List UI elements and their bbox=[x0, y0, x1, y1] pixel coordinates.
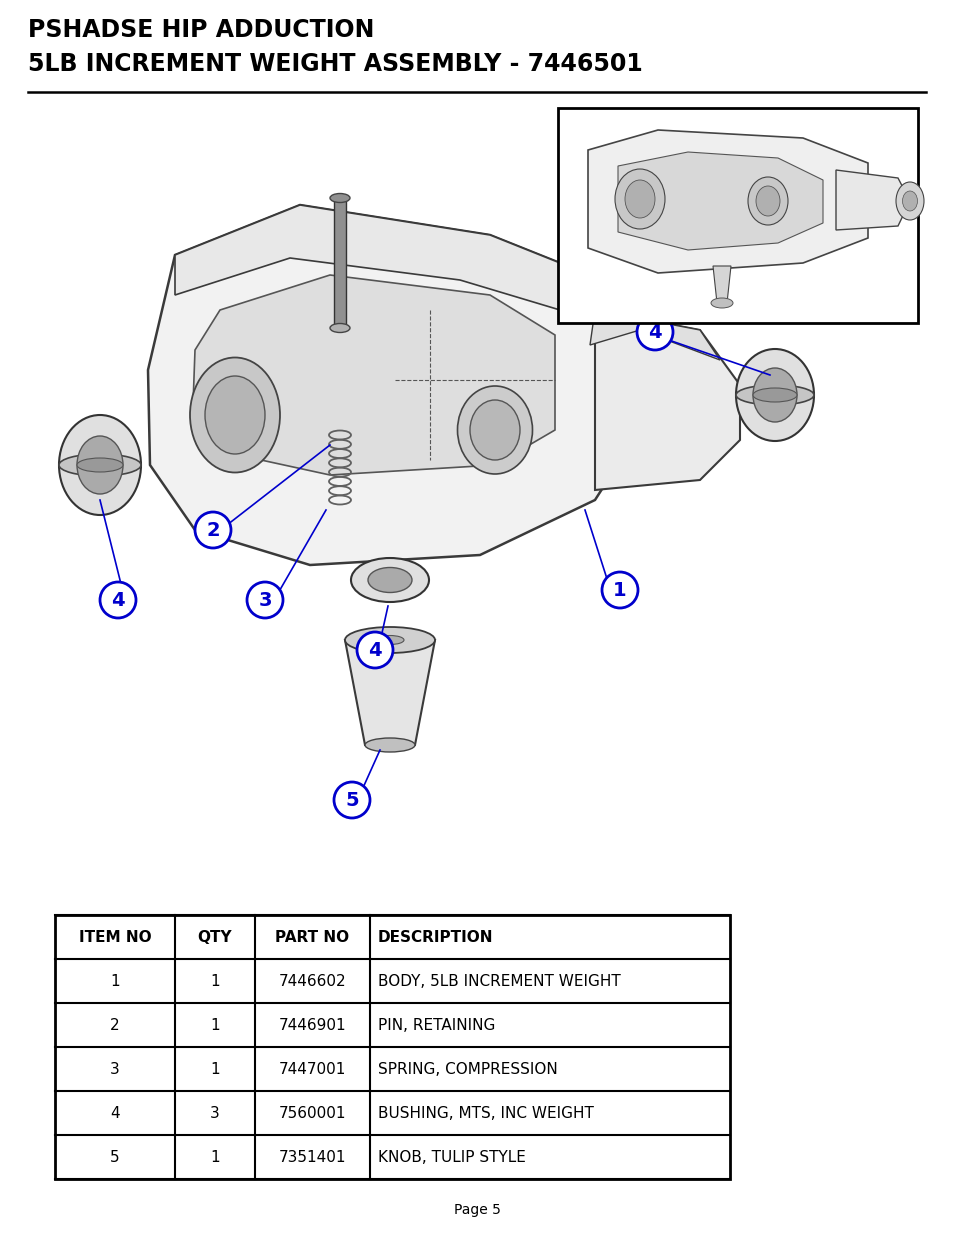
Text: ITEM NO: ITEM NO bbox=[78, 930, 152, 945]
Text: 1: 1 bbox=[210, 1062, 219, 1077]
Polygon shape bbox=[835, 170, 909, 230]
Text: Page 5: Page 5 bbox=[453, 1203, 500, 1216]
Text: 4: 4 bbox=[111, 1105, 120, 1120]
Text: 7446901: 7446901 bbox=[278, 1018, 346, 1032]
Text: SPRING, COMPRESSION: SPRING, COMPRESSION bbox=[377, 1062, 558, 1077]
Polygon shape bbox=[148, 205, 639, 564]
Text: 3: 3 bbox=[110, 1062, 120, 1077]
Ellipse shape bbox=[895, 182, 923, 220]
Ellipse shape bbox=[735, 385, 813, 405]
Text: 4: 4 bbox=[112, 590, 125, 610]
Circle shape bbox=[334, 782, 370, 818]
Text: 7560001: 7560001 bbox=[278, 1105, 346, 1120]
Text: 3: 3 bbox=[210, 1105, 219, 1120]
Text: 5: 5 bbox=[111, 1150, 120, 1165]
Polygon shape bbox=[345, 640, 435, 745]
Ellipse shape bbox=[752, 388, 796, 403]
Text: 4: 4 bbox=[368, 641, 381, 659]
Ellipse shape bbox=[190, 357, 280, 473]
Ellipse shape bbox=[205, 375, 265, 454]
Ellipse shape bbox=[755, 186, 780, 216]
Ellipse shape bbox=[375, 636, 403, 645]
Circle shape bbox=[601, 572, 638, 608]
Ellipse shape bbox=[330, 324, 350, 332]
Text: PART NO: PART NO bbox=[275, 930, 349, 945]
Text: PSHADSE HIP ADDUCTION: PSHADSE HIP ADDUCTION bbox=[28, 19, 374, 42]
Polygon shape bbox=[587, 130, 867, 273]
Polygon shape bbox=[618, 152, 822, 249]
Text: BUSHING, MTS, INC WEIGHT: BUSHING, MTS, INC WEIGHT bbox=[377, 1105, 594, 1120]
Ellipse shape bbox=[368, 568, 412, 593]
Text: 7447001: 7447001 bbox=[278, 1062, 346, 1077]
Polygon shape bbox=[712, 266, 730, 303]
Text: 2: 2 bbox=[111, 1018, 120, 1032]
Text: 1: 1 bbox=[613, 580, 626, 599]
Text: 3: 3 bbox=[258, 590, 272, 610]
Text: PIN, RETAINING: PIN, RETAINING bbox=[377, 1018, 495, 1032]
Ellipse shape bbox=[624, 180, 655, 219]
Ellipse shape bbox=[365, 739, 415, 752]
Ellipse shape bbox=[710, 298, 732, 308]
Text: 1: 1 bbox=[210, 1018, 219, 1032]
Text: 1: 1 bbox=[210, 1150, 219, 1165]
Ellipse shape bbox=[470, 400, 519, 459]
Bar bbox=[334, 198, 346, 329]
Ellipse shape bbox=[345, 627, 435, 653]
Circle shape bbox=[247, 582, 283, 618]
Bar bbox=[55, 915, 729, 1179]
Text: 1: 1 bbox=[210, 973, 219, 988]
Ellipse shape bbox=[77, 436, 123, 494]
Polygon shape bbox=[595, 310, 740, 490]
Circle shape bbox=[637, 314, 672, 350]
Text: DESCRIPTION: DESCRIPTION bbox=[377, 930, 493, 945]
Circle shape bbox=[100, 582, 136, 618]
Ellipse shape bbox=[457, 387, 532, 474]
Ellipse shape bbox=[77, 458, 123, 472]
Ellipse shape bbox=[615, 169, 664, 228]
Text: 2: 2 bbox=[206, 520, 219, 540]
Text: 5: 5 bbox=[345, 790, 358, 809]
Text: 4: 4 bbox=[647, 322, 661, 342]
Text: KNOB, TULIP STYLE: KNOB, TULIP STYLE bbox=[377, 1150, 525, 1165]
Ellipse shape bbox=[735, 350, 813, 441]
Ellipse shape bbox=[59, 415, 141, 515]
Circle shape bbox=[356, 632, 393, 668]
Polygon shape bbox=[589, 310, 720, 359]
Polygon shape bbox=[174, 205, 589, 310]
Text: 7446602: 7446602 bbox=[278, 973, 346, 988]
Bar bbox=[558, 107, 917, 324]
Ellipse shape bbox=[747, 177, 787, 225]
Text: 1: 1 bbox=[111, 973, 120, 988]
Circle shape bbox=[194, 513, 231, 548]
Ellipse shape bbox=[330, 194, 350, 203]
Ellipse shape bbox=[752, 368, 796, 422]
Polygon shape bbox=[193, 275, 555, 475]
Ellipse shape bbox=[351, 558, 429, 601]
Ellipse shape bbox=[59, 454, 141, 475]
Text: BODY, 5LB INCREMENT WEIGHT: BODY, 5LB INCREMENT WEIGHT bbox=[377, 973, 620, 988]
Text: 7351401: 7351401 bbox=[278, 1150, 346, 1165]
Ellipse shape bbox=[902, 191, 917, 211]
Text: 5LB INCREMENT WEIGHT ASSEMBLY - 7446501: 5LB INCREMENT WEIGHT ASSEMBLY - 7446501 bbox=[28, 52, 642, 77]
Text: QTY: QTY bbox=[197, 930, 233, 945]
